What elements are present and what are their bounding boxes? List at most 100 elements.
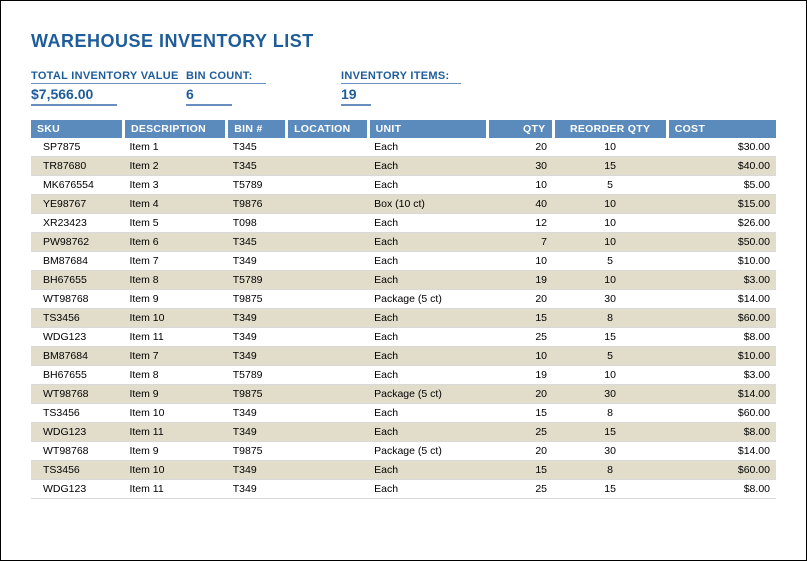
cell-reorder: 10 bbox=[553, 195, 667, 214]
cell-reorder: 8 bbox=[553, 309, 667, 328]
cell-cost: $30.00 bbox=[667, 138, 776, 157]
cell-reorder: 30 bbox=[553, 385, 667, 404]
cell-loc bbox=[287, 404, 369, 423]
table-row: XR23423Item 5T098Each1210$26.00 bbox=[31, 214, 776, 233]
cell-bin: T9876 bbox=[227, 195, 287, 214]
cell-bin: T349 bbox=[227, 480, 287, 499]
cell-reorder: 8 bbox=[553, 404, 667, 423]
table-row: WDG123Item 11T349Each2515$8.00 bbox=[31, 328, 776, 347]
table-body: SP7875Item 1T345Each2010$30.00TR87680Ite… bbox=[31, 138, 776, 499]
cell-bin: T345 bbox=[227, 233, 287, 252]
cell-desc: Item 6 bbox=[123, 233, 226, 252]
cell-bin: T5789 bbox=[227, 271, 287, 290]
cell-qty: 10 bbox=[488, 252, 553, 271]
cell-sku: PW98762 bbox=[31, 233, 123, 252]
cell-sku: WT98768 bbox=[31, 290, 123, 309]
cell-desc: Item 8 bbox=[123, 366, 226, 385]
cell-cost: $3.00 bbox=[667, 271, 776, 290]
cell-bin: T5789 bbox=[227, 366, 287, 385]
table-row: BH67655Item 8T5789Each1910$3.00 bbox=[31, 366, 776, 385]
cell-qty: 15 bbox=[488, 461, 553, 480]
cell-qty: 20 bbox=[488, 385, 553, 404]
cell-sku: TS3456 bbox=[31, 461, 123, 480]
cell-cost: $8.00 bbox=[667, 423, 776, 442]
cell-loc bbox=[287, 385, 369, 404]
cell-sku: BM87684 bbox=[31, 252, 123, 271]
cell-desc: Item 11 bbox=[123, 480, 226, 499]
cell-unit: Each bbox=[368, 138, 488, 157]
cell-qty: 25 bbox=[488, 423, 553, 442]
cell-qty: 25 bbox=[488, 328, 553, 347]
summary-value: 6 bbox=[186, 84, 232, 106]
cell-qty: 10 bbox=[488, 176, 553, 195]
cell-qty: 15 bbox=[488, 404, 553, 423]
cell-cost: $14.00 bbox=[667, 290, 776, 309]
cell-bin: T345 bbox=[227, 138, 287, 157]
cell-reorder: 5 bbox=[553, 252, 667, 271]
cell-reorder: 5 bbox=[553, 347, 667, 366]
table-row: PW98762Item 6T345Each710$50.00 bbox=[31, 233, 776, 252]
column-header-cost: COST bbox=[667, 120, 776, 138]
cell-sku: TS3456 bbox=[31, 404, 123, 423]
cell-desc: Item 7 bbox=[123, 252, 226, 271]
table-row: WT98768Item 9T9875Package (5 ct)2030$14.… bbox=[31, 442, 776, 461]
cell-reorder: 10 bbox=[553, 366, 667, 385]
summary-value: 19 bbox=[341, 84, 371, 106]
page-title: WAREHOUSE INVENTORY LIST bbox=[31, 31, 776, 52]
cell-bin: T349 bbox=[227, 309, 287, 328]
table-row: TS3456Item 10T349Each158$60.00 bbox=[31, 404, 776, 423]
table-row: BH67655Item 8T5789Each1910$3.00 bbox=[31, 271, 776, 290]
cell-cost: $10.00 bbox=[667, 252, 776, 271]
cell-qty: 15 bbox=[488, 309, 553, 328]
cell-sku: WDG123 bbox=[31, 423, 123, 442]
column-header-qty: QTY bbox=[488, 120, 553, 138]
cell-unit: Package (5 ct) bbox=[368, 385, 488, 404]
cell-cost: $3.00 bbox=[667, 366, 776, 385]
table-row: YE98767Item 4T9876Box (10 ct)4010$15.00 bbox=[31, 195, 776, 214]
cell-desc: Item 1 bbox=[123, 138, 226, 157]
cell-desc: Item 9 bbox=[123, 290, 226, 309]
summary-block: BIN COUNT:6 bbox=[186, 70, 266, 106]
cell-unit: Each bbox=[368, 176, 488, 195]
column-header-sku: SKU bbox=[31, 120, 123, 138]
cell-cost: $15.00 bbox=[667, 195, 776, 214]
table-row: TS3456Item 10T349Each158$60.00 bbox=[31, 461, 776, 480]
cell-reorder: 30 bbox=[553, 442, 667, 461]
cell-loc bbox=[287, 138, 369, 157]
cell-bin: T349 bbox=[227, 404, 287, 423]
cell-sku: SP7875 bbox=[31, 138, 123, 157]
cell-sku: WDG123 bbox=[31, 480, 123, 499]
cell-unit: Each bbox=[368, 309, 488, 328]
summary-label: BIN COUNT: bbox=[186, 70, 266, 84]
table-row: SP7875Item 1T345Each2010$30.00 bbox=[31, 138, 776, 157]
cell-desc: Item 2 bbox=[123, 157, 226, 176]
cell-qty: 19 bbox=[488, 271, 553, 290]
cell-sku: TS3456 bbox=[31, 309, 123, 328]
column-header-loc: LOCATION bbox=[287, 120, 369, 138]
cell-loc bbox=[287, 442, 369, 461]
cell-reorder: 8 bbox=[553, 461, 667, 480]
cell-cost: $40.00 bbox=[667, 157, 776, 176]
cell-desc: Item 11 bbox=[123, 328, 226, 347]
cell-unit: Each bbox=[368, 271, 488, 290]
table-row: TS3456Item 10T349Each158$60.00 bbox=[31, 309, 776, 328]
cell-reorder: 15 bbox=[553, 157, 667, 176]
cell-bin: T345 bbox=[227, 157, 287, 176]
cell-qty: 30 bbox=[488, 157, 553, 176]
cell-unit: Each bbox=[368, 252, 488, 271]
table-row: WT98768Item 9T9875Package (5 ct)2030$14.… bbox=[31, 290, 776, 309]
cell-unit: Box (10 ct) bbox=[368, 195, 488, 214]
cell-sku: WT98768 bbox=[31, 385, 123, 404]
column-header-reorder: REORDER QTY bbox=[553, 120, 667, 138]
cell-qty: 20 bbox=[488, 290, 553, 309]
column-header-desc: DESCRIPTION bbox=[123, 120, 226, 138]
column-header-bin: BIN # bbox=[227, 120, 287, 138]
cell-cost: $14.00 bbox=[667, 385, 776, 404]
cell-sku: MK676554 bbox=[31, 176, 123, 195]
cell-unit: Each bbox=[368, 423, 488, 442]
cell-loc bbox=[287, 480, 369, 499]
table-row: BM87684Item 7T349Each105$10.00 bbox=[31, 252, 776, 271]
cell-bin: T349 bbox=[227, 347, 287, 366]
table-row: WDG123Item 11T349Each2515$8.00 bbox=[31, 480, 776, 499]
cell-qty: 19 bbox=[488, 366, 553, 385]
